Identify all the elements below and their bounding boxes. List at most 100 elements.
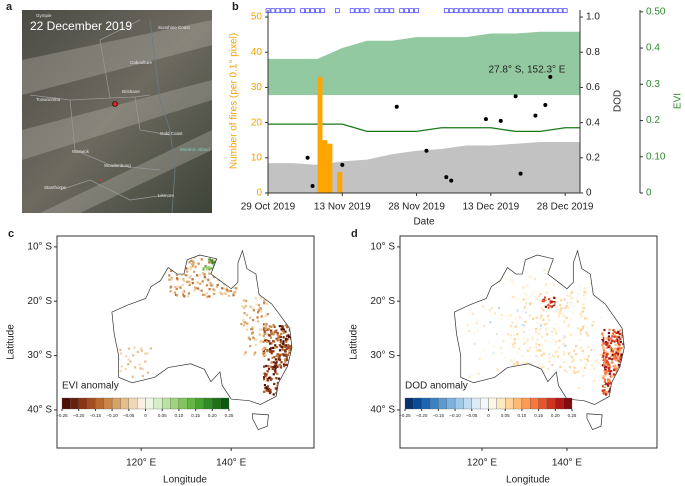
- anomaly-pixel: [604, 374, 607, 377]
- colorbar-tick-label: 0.05: [158, 413, 167, 418]
- anomaly-pixel: [548, 340, 551, 343]
- anomaly-pixel: [537, 366, 540, 369]
- anomaly-pixel: [608, 363, 611, 366]
- anomaly-pixel: [275, 364, 278, 367]
- anomaly-pixel: [521, 331, 524, 334]
- anomaly-pixel: [550, 301, 553, 304]
- anomaly-pixel: [604, 352, 607, 355]
- anomaly-pixel: [263, 376, 266, 379]
- anomaly-pixel: [600, 359, 603, 362]
- anomaly-pixel: [266, 385, 270, 388]
- colorbar-title: EVI anomaly: [62, 381, 119, 392]
- anomaly-pixel: [616, 356, 619, 359]
- anomaly-pixel: [262, 324, 266, 328]
- anomaly-pixel: [535, 346, 538, 349]
- anomaly-pixel: [500, 313, 503, 317]
- anomaly-pixel: [539, 328, 542, 331]
- anomaly-pixel: [545, 370, 548, 373]
- anomaly-pixel: [264, 314, 267, 318]
- anomaly-pixel: [531, 338, 535, 341]
- anomaly-pixel: [249, 305, 252, 308]
- anomaly-pixel: [208, 295, 211, 298]
- anomaly-pixel: [481, 347, 485, 351]
- anomaly-pixel: [242, 319, 245, 322]
- anomaly-pixel: [600, 375, 603, 378]
- y2-tick-label: 0.2: [586, 152, 600, 163]
- anomaly-pixel: [284, 344, 288, 347]
- anomaly-pixel: [573, 366, 576, 369]
- anomaly-pixel: [570, 297, 573, 300]
- anomaly-pixel: [618, 349, 622, 352]
- y2-tick-label: 0.8: [586, 47, 600, 58]
- anomaly-pixel: [619, 338, 622, 341]
- anomaly-pixel: [566, 306, 570, 309]
- anomaly-pixel: [509, 278, 512, 281]
- anomaly-pixel: [270, 350, 273, 353]
- anomaly-pixel: [268, 350, 272, 353]
- place-label: Sunshine Coast: [158, 25, 191, 30]
- anomaly-pixel: [608, 372, 612, 375]
- anomaly-pixel: [538, 361, 541, 364]
- dod-point: [498, 118, 503, 123]
- anomaly-pixel: [547, 306, 551, 309]
- anomaly-pixel: [562, 351, 565, 354]
- anomaly-pixel: [287, 334, 290, 337]
- anomaly-pixel: [264, 354, 267, 357]
- anomaly-pixel: [558, 364, 562, 367]
- anomaly-pixel: [555, 305, 558, 308]
- anomaly-pixel: [282, 345, 286, 348]
- anomaly-pixel: [227, 289, 230, 292]
- anomaly-pixel: [270, 333, 273, 336]
- anomaly-pixel: [269, 348, 272, 351]
- anomaly-pixel: [565, 304, 568, 307]
- anomaly-pixel: [528, 314, 532, 317]
- anomaly-pixel: [542, 365, 545, 368]
- anomaly-pixel: [619, 340, 622, 344]
- anomaly-pixel: [607, 384, 610, 387]
- anomaly-pixel: [263, 390, 266, 393]
- anomaly-pixel: [548, 356, 551, 359]
- anomaly-pixel: [234, 290, 237, 294]
- colorbar-swatch: [538, 397, 548, 410]
- anomaly-pixel: [537, 322, 541, 325]
- anomaly-pixel: [284, 360, 287, 363]
- colorbar-swatch: [78, 397, 88, 410]
- anomaly-pixel: [272, 361, 275, 364]
- anomaly-pixel: [275, 329, 278, 332]
- anomaly-pixel: [188, 282, 191, 285]
- anomaly-pixel: [549, 307, 552, 310]
- anomaly-pixel: [601, 332, 604, 335]
- anomaly-pixel: [545, 327, 548, 330]
- anomaly-pixel: [270, 352, 273, 355]
- anomaly-pixel: [601, 343, 604, 347]
- anomaly-pixel: [245, 299, 248, 303]
- anomaly-pixel: [581, 310, 585, 313]
- anomaly-pixel: [180, 273, 183, 277]
- anomaly-pixel: [283, 350, 287, 353]
- anomaly-pixel: [607, 331, 611, 335]
- anomaly-pixel: [290, 348, 292, 351]
- anomaly-pixel: [603, 362, 606, 365]
- anomaly-pixel: [186, 261, 190, 264]
- dod-point: [483, 117, 488, 122]
- colorbar-swatch: [413, 397, 422, 410]
- anomaly-pixel: [146, 352, 149, 355]
- dod-point: [305, 155, 310, 160]
- colorbar-swatch: [128, 397, 138, 410]
- observation-square: [310, 8, 315, 14]
- anomaly-pixel: [467, 329, 471, 332]
- anomaly-pixel: [512, 334, 516, 337]
- anomaly-pixel: [618, 360, 621, 363]
- anomaly-pixel: [202, 268, 205, 271]
- coastline: [149, 19, 176, 214]
- anomaly-pixel: [282, 353, 285, 356]
- anomaly-pixel: [182, 277, 185, 281]
- y3-tick-label: 0.50: [646, 6, 666, 17]
- anomaly-pixel: [268, 388, 271, 391]
- anomaly-pixel: [481, 376, 485, 379]
- anomaly-pixel: [286, 353, 290, 357]
- anomaly-pixel: [535, 321, 538, 324]
- observation-square: [275, 8, 281, 14]
- anomaly-pixel: [219, 291, 222, 294]
- anomaly-pixel: [603, 384, 606, 388]
